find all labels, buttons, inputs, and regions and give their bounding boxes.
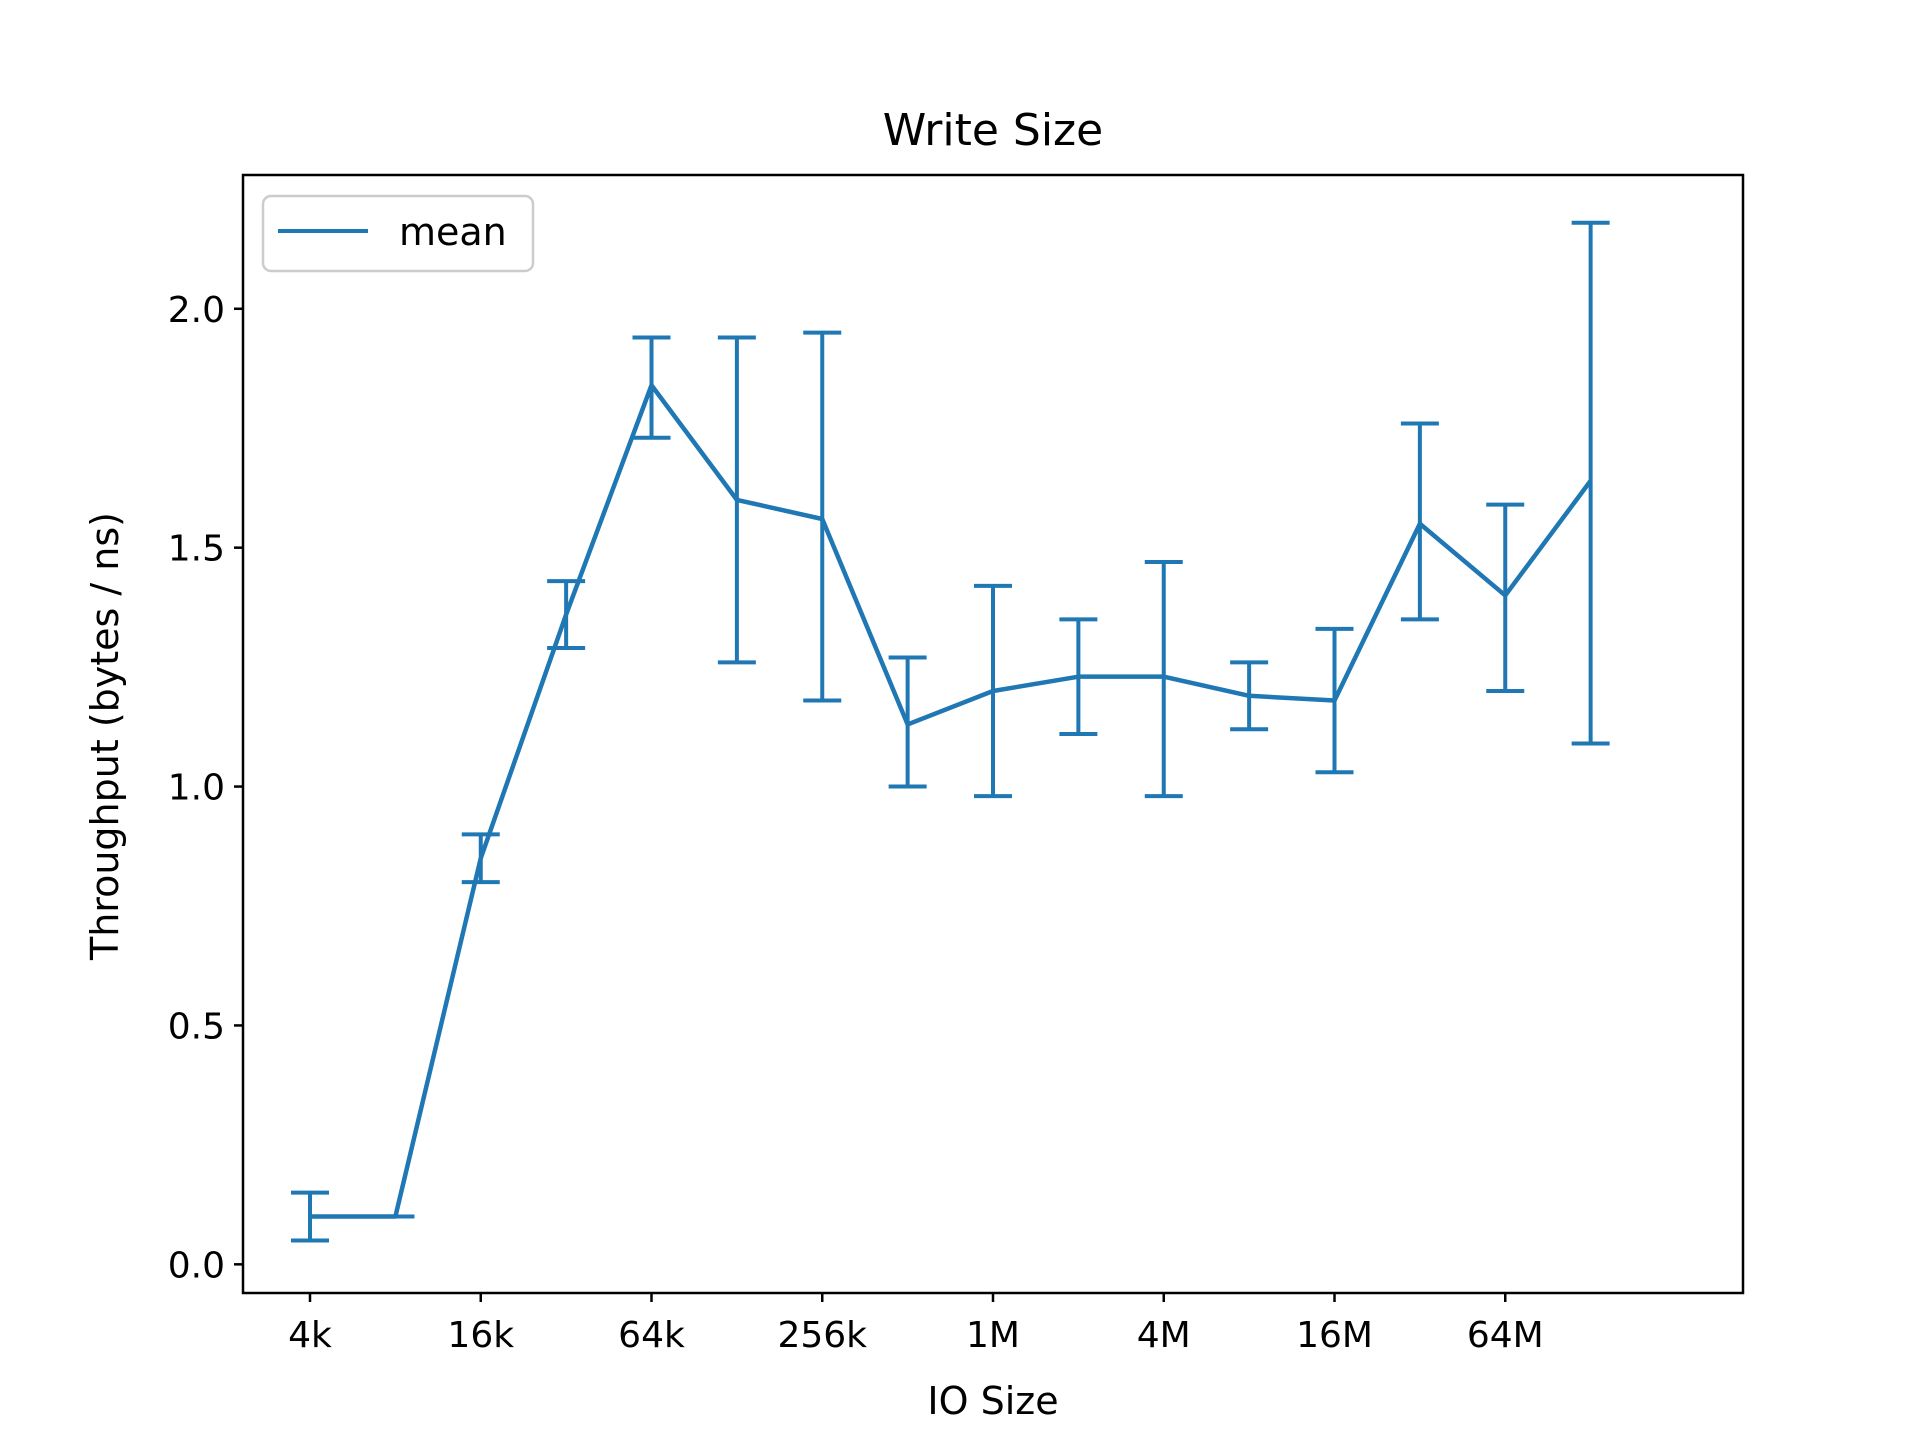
series-line-mean [310, 382, 1593, 1219]
x-tick-label: 16M [1296, 1315, 1373, 1356]
error-bar [1144, 560, 1183, 799]
error-bar [1400, 421, 1439, 622]
y-tick-label: 0.5 [168, 1006, 225, 1047]
x-tick-label: 4k [288, 1315, 332, 1356]
plot-frame [241, 173, 1745, 1295]
legend-box [261, 194, 535, 273]
error-bar [803, 330, 842, 703]
x-tick-label: 256k [777, 1315, 867, 1356]
x-tick-label: 1M [966, 1315, 1020, 1356]
x-tick-label: 64k [618, 1315, 685, 1356]
y-tick-label: 0.0 [168, 1245, 225, 1286]
y-tick-label: 1.5 [168, 529, 225, 570]
y-tick-label: 2.0 [168, 290, 225, 331]
x-tick-label: 64M [1467, 1315, 1544, 1356]
y-tick-label: 1.0 [168, 768, 225, 809]
legend: mean [261, 194, 535, 273]
plot-area [291, 220, 1610, 1243]
x-tick-label: 16k [447, 1315, 514, 1356]
axes: 0.0 0.5 1.0 1.5 2.0 4k 16k 64k 256k 1M 4M 16M 64M [168, 290, 1544, 1356]
y-axis-label: Throughput (bytes / ns) [83, 512, 127, 961]
x-axis-label: IO Size [927, 1379, 1058, 1423]
legend-label: mean [399, 210, 507, 254]
x-tick-label: 4M [1137, 1315, 1191, 1356]
chart-title: Write Size [883, 105, 1103, 156]
error-bar [1486, 502, 1525, 693]
